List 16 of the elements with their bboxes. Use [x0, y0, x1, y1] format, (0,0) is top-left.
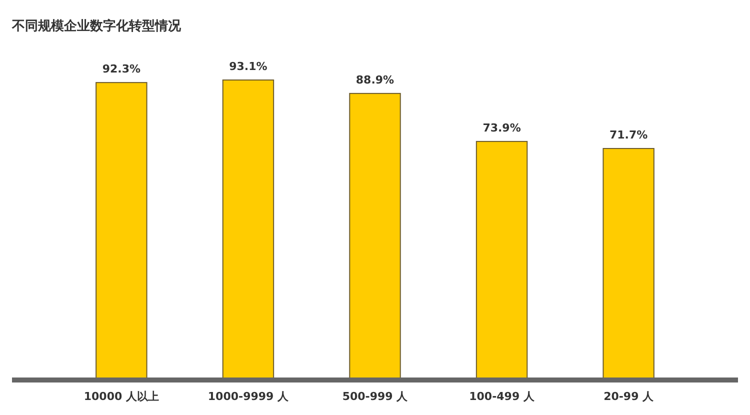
bar [476, 140, 528, 378]
data-label: 73.9% [482, 121, 521, 134]
data-label: 88.9% [356, 73, 394, 86]
bar [349, 92, 401, 378]
x-tick-label: 1000-9999 人 [208, 390, 290, 403]
chart-title: 不同规模企业数字化转型情况 [11, 18, 182, 34]
bar [602, 148, 654, 378]
data-label: 93.1% [229, 60, 268, 73]
x-tick-label: 100-499 人 [469, 390, 536, 403]
bar [222, 80, 274, 378]
data-label: 71.7% [609, 128, 648, 142]
x-tick-label: 500-999 人 [342, 390, 409, 403]
x-tick-label: 20-99 人 [604, 390, 655, 403]
bar [96, 82, 148, 378]
data-label: 92.3% [102, 62, 141, 76]
x-tick-label: 10000 人以上 [84, 390, 159, 403]
